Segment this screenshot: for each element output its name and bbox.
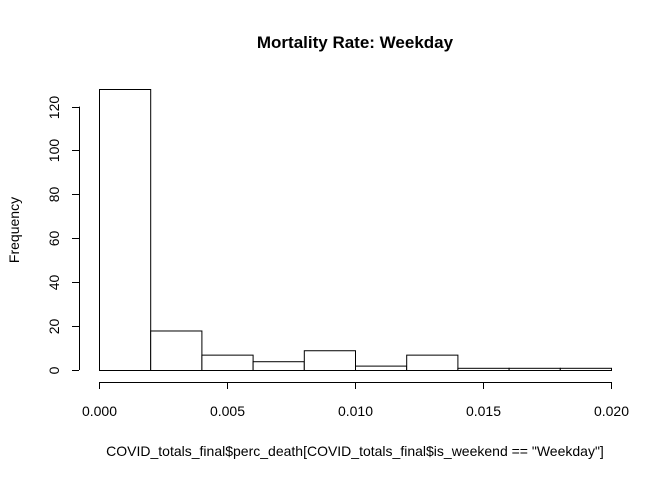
x-axis: 0.000 0.005 0.010 0.015 0.020	[82, 382, 629, 419]
y-tick-label: 100	[46, 139, 62, 163]
x-tick-label: 0.000	[82, 403, 117, 419]
x-tick-label: 0.020	[594, 403, 629, 419]
x-axis-label: COVID_totals_final$perc_death[COVID_tota…	[106, 443, 604, 459]
histogram-bar	[201, 354, 254, 371]
histogram-bar	[303, 350, 356, 371]
histogram-bar	[150, 330, 203, 371]
y-tick-label: 40	[46, 275, 62, 291]
y-tick-label: 60	[46, 231, 62, 247]
y-tick-label: 80	[46, 187, 62, 203]
x-tick-label: 0.005	[210, 403, 245, 419]
y-tick-label: 120	[46, 96, 62, 120]
histogram-bar	[252, 361, 305, 371]
y-axis-label: Frequency	[6, 197, 22, 263]
x-tick-label: 0.010	[338, 403, 373, 419]
y-axis: 0 20 40 60 80 100 120	[46, 96, 80, 374]
histogram-bar	[99, 89, 152, 371]
y-tick-label: 0	[46, 366, 62, 374]
histogram-bar	[559, 367, 612, 371]
histogram-bar	[406, 354, 459, 371]
x-tick-label: 0.015	[466, 403, 501, 419]
histogram-bar	[355, 365, 408, 371]
histogram-bar	[457, 367, 510, 371]
histogram-bar	[508, 367, 561, 371]
y-tick-label: 20	[46, 319, 62, 335]
bars-group	[99, 89, 612, 371]
chart-title: Mortality Rate: Weekday	[257, 33, 454, 52]
